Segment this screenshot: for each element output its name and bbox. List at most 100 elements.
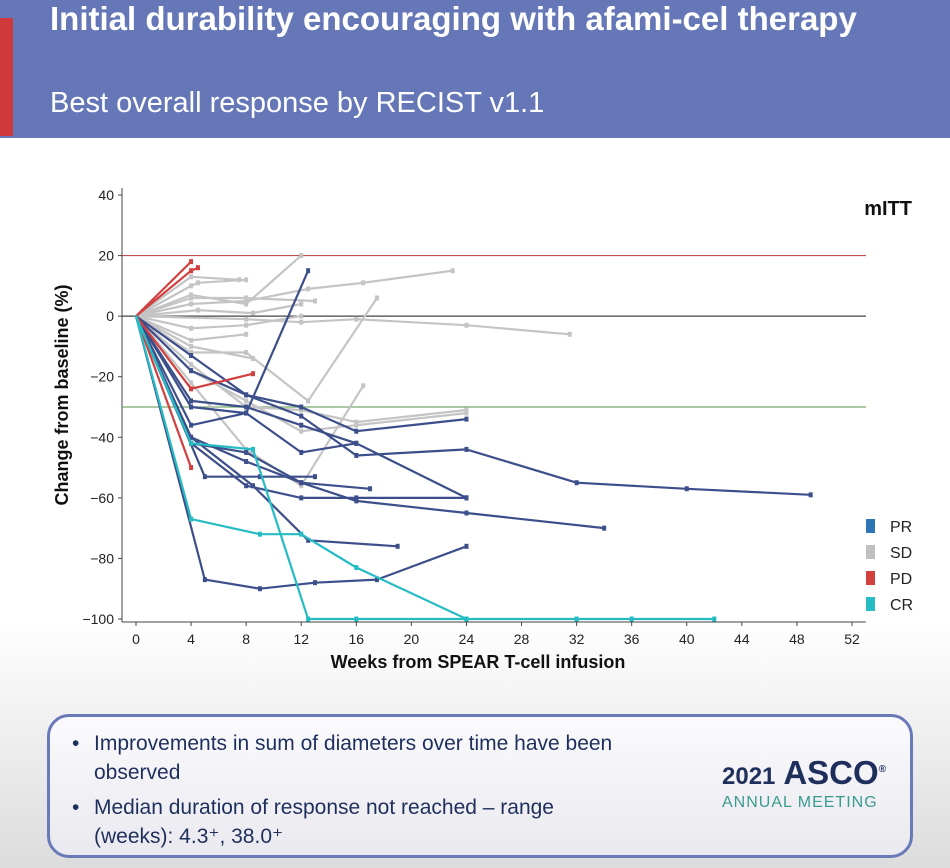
data-point [244,295,249,301]
x-tick-label: 40 [679,631,695,647]
series-line-sd [134,254,303,318]
data-point [189,292,194,298]
y-tick-label: −100 [82,611,114,627]
data-point [299,495,304,501]
data-point [464,543,469,549]
data-point [450,268,455,274]
legend-label: PR [890,519,912,536]
data-point [354,452,359,458]
data-point [464,495,469,501]
x-tick-label: 12 [293,631,309,647]
data-point [189,465,194,471]
title-banner [0,0,950,138]
data-point [257,474,262,480]
data-point [202,577,207,583]
data-point [244,298,249,304]
x-tick-label: 28 [514,631,530,647]
data-point [189,440,194,446]
data-point [574,616,579,622]
data-point [244,449,249,455]
data-point [244,322,249,328]
series-line-pr [134,269,310,427]
data-point [299,404,304,410]
data-point [189,295,194,301]
series-line-sd [134,296,317,318]
x-tick-label: 24 [459,631,475,647]
data-point [244,316,249,322]
bullet-glyph: • [72,732,80,755]
y-tick-label: 20 [98,248,114,264]
data-point [354,419,359,425]
x-tick-label: 44 [734,631,750,647]
data-point [189,268,194,274]
data-point [257,586,262,592]
legend-swatch [866,519,875,533]
logo-name: ASCO [783,754,879,791]
data-point [299,483,304,489]
data-point [354,422,359,428]
data-point [189,337,194,343]
data-point [189,353,194,359]
slide-title: Initial durability encouraging with afam… [50,0,857,37]
data-point [464,407,469,413]
data-point [251,483,256,489]
y-tick-label: −40 [90,429,114,445]
data-point [299,422,304,428]
logo-title: 2021 ASCO® [722,753,902,794]
data-point [299,413,304,419]
y-tick-label: −60 [90,490,114,506]
data-point [299,407,304,413]
data-point [189,301,194,307]
x-tick-label: 48 [789,631,805,647]
data-point [464,410,469,416]
y-tick-label: −20 [90,369,114,385]
y-axis-label: Change from baseline (%) [52,284,72,505]
data-point [189,283,194,289]
x-tick-label: 16 [349,631,365,647]
data-point [257,531,262,537]
y-tick-label: −80 [90,550,114,566]
data-point [189,274,194,280]
data-point [464,416,469,422]
data-point [189,434,194,440]
data-point [464,446,469,452]
legend-label: PD [890,571,912,588]
data-point [464,510,469,516]
data-point [354,440,359,446]
data-point [629,616,634,622]
data-point [374,577,379,583]
data-point [195,280,200,286]
x-tick-label: 52 [844,631,860,647]
data-point [244,301,249,307]
logo-year: 2021 [722,763,776,790]
data-point [189,404,194,410]
data-point [244,410,249,416]
bullet-glyph: • [72,796,80,819]
data-point [244,404,249,410]
data-point [299,301,304,307]
data-point [189,368,194,374]
data-point [189,325,194,331]
data-point [354,316,359,322]
data-point [354,495,359,501]
legend-label: SD [890,545,912,562]
data-point [244,331,249,337]
series-line-sd [134,302,303,318]
data-point [299,313,304,319]
series-line-sd [134,269,454,318]
data-point [195,307,200,313]
series-line-pr [134,315,468,499]
x-tick-label: 36 [624,631,640,647]
legend-label: CR [890,597,913,614]
summary-bullets: • Improvements in sum of diameters over … [70,729,630,857]
data-point [313,474,317,480]
data-point [712,616,717,622]
x-tick-label: 4 [187,631,195,647]
data-point [306,616,311,622]
y-tick-label: 0 [106,308,114,324]
data-point [361,280,366,286]
data-point [464,616,469,622]
logo-subtitle: ANNUAL MEETING [722,794,878,811]
slide-subtitle: Best overall response by RECIST v1.1 [50,87,545,119]
data-point [354,498,359,504]
